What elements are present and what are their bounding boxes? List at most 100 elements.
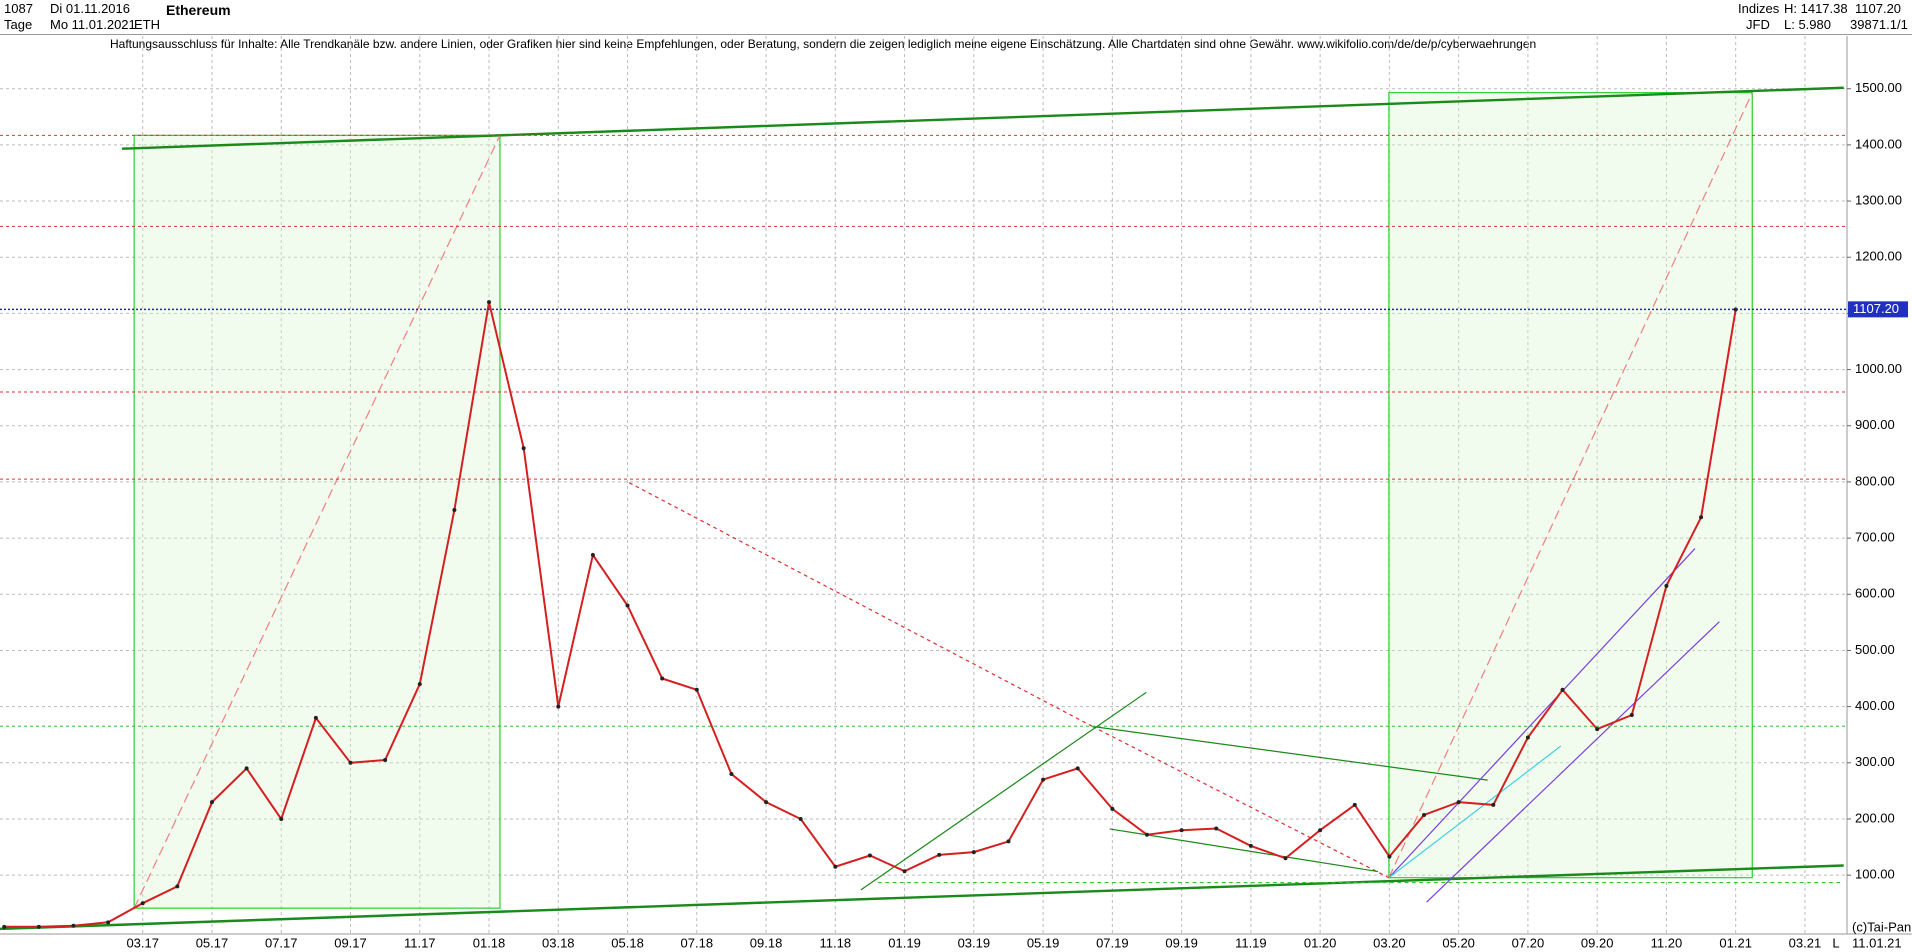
x-axis-panel xyxy=(0,934,1912,952)
x-tick-label: 09.17 xyxy=(334,935,367,950)
y-tick-label: 300.00 xyxy=(1855,754,1895,769)
price-point xyxy=(209,800,214,805)
price-point xyxy=(694,687,699,692)
price-point xyxy=(106,920,111,925)
price-point xyxy=(1664,583,1669,588)
price-point xyxy=(1422,813,1427,818)
bar-count[interactable]: 1087 xyxy=(4,1,33,16)
trend-line xyxy=(1388,745,1562,879)
price-point xyxy=(1283,856,1288,861)
price-point xyxy=(2,924,7,929)
price-point xyxy=(1248,843,1253,848)
x-tick-label: 11.17 xyxy=(404,935,436,950)
price-point xyxy=(971,850,976,855)
period[interactable]: Tage xyxy=(4,17,33,32)
y-tick-label: 600.00 xyxy=(1855,586,1895,601)
price-point xyxy=(244,766,249,771)
x-tick-label: 05.20 xyxy=(1442,935,1475,950)
end-date[interactable]: Mo 11.01.2021 xyxy=(50,17,136,32)
x-tick-label: 01.19 xyxy=(888,935,921,950)
x-tick-label: 09.19 xyxy=(1165,935,1198,950)
price-point xyxy=(487,300,492,305)
scale-mode[interactable]: L xyxy=(1832,935,1839,950)
x-tick-label: 05.18 xyxy=(611,935,644,950)
low: L: 5.980 xyxy=(1784,17,1831,32)
trend-line xyxy=(860,691,1147,891)
trend-line xyxy=(121,86,1844,150)
x-tick-label: 03.20 xyxy=(1373,935,1406,950)
x-tick-label: 01.21 xyxy=(1719,935,1752,950)
price-point xyxy=(1075,766,1080,771)
end-date: 11.01.21 xyxy=(1852,935,1902,950)
price-point xyxy=(556,704,561,709)
price-point xyxy=(1387,854,1392,859)
y-tick-label: 900.00 xyxy=(1855,417,1895,432)
price-point xyxy=(417,682,422,687)
source: JFD xyxy=(1746,17,1770,32)
y-tick-label: 1300.00 xyxy=(1855,192,1902,207)
disclaimer: Haftungsausschluss für Inhalte: Alle Tre… xyxy=(110,37,1537,51)
price-point xyxy=(1144,832,1149,837)
x-tick-label: 07.19 xyxy=(1096,935,1129,950)
price-point xyxy=(383,757,388,762)
y-tick-label: 800.00 xyxy=(1855,473,1895,488)
price-point xyxy=(71,923,76,928)
trend-line xyxy=(1388,92,1753,878)
price-point xyxy=(1733,307,1738,312)
price-point xyxy=(902,869,907,874)
y-axis-panel xyxy=(1847,36,1912,952)
x-tick-label: 09.20 xyxy=(1581,935,1614,950)
price-point xyxy=(1041,777,1046,782)
price-point xyxy=(348,760,353,765)
x-tick-label: 05.19 xyxy=(1027,935,1060,950)
x-tick-label: 05.17 xyxy=(196,935,229,950)
price-point xyxy=(1179,828,1184,833)
y-tick-label: 700.00 xyxy=(1855,530,1895,545)
symbol: ETH xyxy=(134,17,160,32)
high: H: 1417.38 xyxy=(1784,1,1848,16)
price-point xyxy=(1352,802,1357,807)
price-point xyxy=(279,816,284,821)
price-point xyxy=(452,508,457,513)
start-date[interactable]: Di 01.11.2016 xyxy=(50,1,130,16)
price-point xyxy=(1629,713,1634,718)
x-tick-label: 11.20 xyxy=(1651,935,1683,950)
x-tick-label: 03.17 xyxy=(126,935,159,950)
price-point xyxy=(1456,800,1461,805)
price-point xyxy=(140,901,145,906)
price-point xyxy=(175,884,180,889)
y-tick-label: 100.00 xyxy=(1855,867,1895,882)
drawings xyxy=(0,86,1844,931)
y-tick-label: 1400.00 xyxy=(1855,136,1902,151)
last-value-label: 1107.20 xyxy=(1853,301,1899,316)
trend-line xyxy=(1426,621,1720,903)
x-tick-label: 01.20 xyxy=(1304,935,1337,950)
price-point xyxy=(1318,828,1323,833)
y-tick-label: 1000.00 xyxy=(1855,361,1902,376)
price-point xyxy=(937,852,942,857)
x-tick-label: 07.17 xyxy=(265,935,298,950)
trend-line xyxy=(1109,828,1379,873)
price-point xyxy=(1110,806,1115,811)
price-point xyxy=(1491,802,1496,807)
trend-line xyxy=(133,135,501,909)
group: Indizes xyxy=(1738,1,1780,16)
price-point xyxy=(36,924,41,929)
x-tick-label: 09.18 xyxy=(750,935,783,950)
volume: 39871.1/1 xyxy=(1850,17,1908,32)
x-tick-label: 11.18 xyxy=(820,935,852,950)
y-tick-label: 500.00 xyxy=(1855,642,1895,657)
price-point xyxy=(1560,687,1565,692)
price-point xyxy=(1595,727,1600,732)
x-tick-label: 03.21 xyxy=(1789,935,1822,950)
price-point xyxy=(1699,515,1704,520)
price-point xyxy=(660,676,665,681)
price-point xyxy=(313,715,318,720)
x-tick-label: 01.18 xyxy=(473,935,506,950)
last-value-box xyxy=(1848,301,1908,318)
x-tick-label: 07.20 xyxy=(1512,935,1545,950)
header-bar xyxy=(0,0,1912,35)
y-tick-label: 1500.00 xyxy=(1855,80,1902,95)
price-point xyxy=(833,864,838,869)
